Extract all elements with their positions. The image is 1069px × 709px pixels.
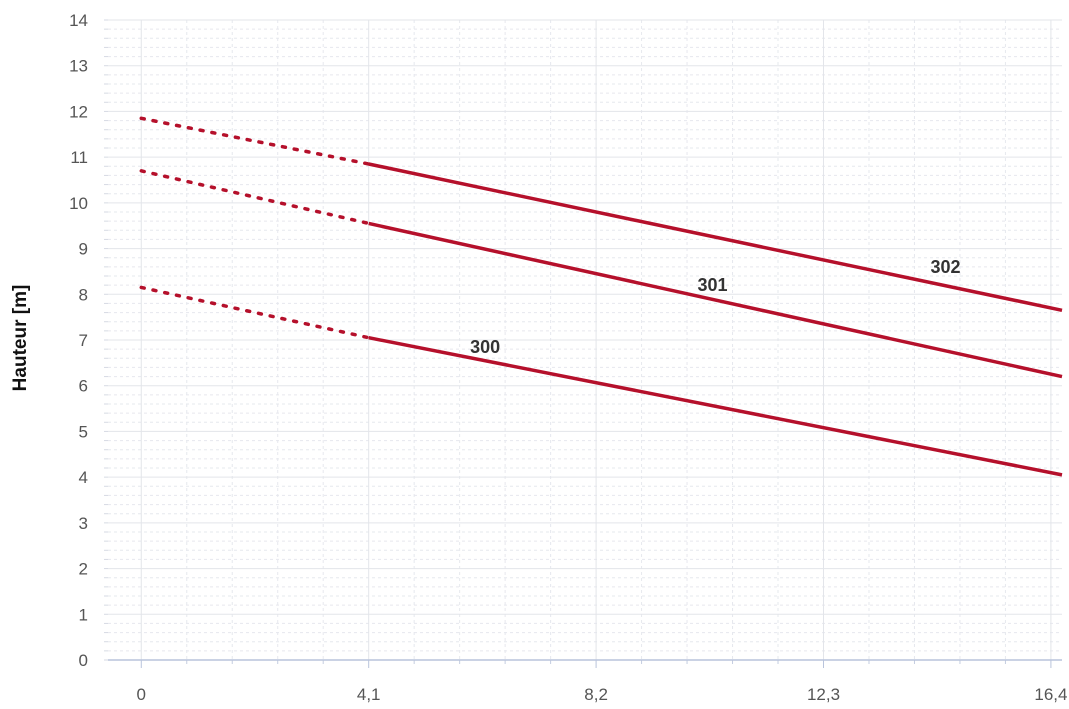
major-gridlines <box>108 19 1062 660</box>
y-tick-label: 5 <box>79 422 88 441</box>
series-label-301: 301 <box>698 275 728 295</box>
series-302-line <box>368 162 1063 312</box>
y-tick-label: 10 <box>69 194 88 213</box>
y-tick-label: 3 <box>79 514 88 533</box>
series-301-extrapolated-line <box>139 169 371 226</box>
series-annotations: 300 301 302 <box>470 257 960 357</box>
y-tick-label: 2 <box>79 560 88 579</box>
y-tick-label: 0 <box>79 651 88 670</box>
x-tick-label: 4,1 <box>357 685 381 704</box>
series-label-302: 302 <box>930 257 960 277</box>
y-tick-label: 4 <box>79 468 88 487</box>
series-300-line <box>368 335 1063 477</box>
y-tick-label: 1 <box>79 605 88 624</box>
y-tick-label: 6 <box>79 377 88 396</box>
y-axis-title: Hauteur [m] <box>10 285 31 392</box>
axes <box>104 19 1062 668</box>
y-tick-label: 7 <box>79 331 88 350</box>
y-tick-label: 12 <box>69 102 88 121</box>
y-tick-label: 14 <box>69 11 88 30</box>
y-tick-label: 8 <box>79 285 88 304</box>
series-lines <box>139 116 1063 477</box>
y-tick-label: 9 <box>79 240 88 259</box>
x-tick-label: 16,4 <box>1034 685 1067 704</box>
x-tick-label: 0 <box>137 685 146 704</box>
x-tick-label: 8,2 <box>584 685 608 704</box>
x-tick-labels: 0 4,1 8,2 12,3 16,4 <box>137 685 1068 704</box>
x-tick-label: 12,3 <box>807 685 840 704</box>
y-tick-label: 11 <box>70 148 88 167</box>
series-300-extrapolated-line <box>139 285 371 340</box>
y-tick-label: 13 <box>69 57 88 76</box>
series-label-300: 300 <box>470 337 500 357</box>
series-301-line <box>368 221 1063 379</box>
series-302-extrapolated-line <box>139 116 371 166</box>
